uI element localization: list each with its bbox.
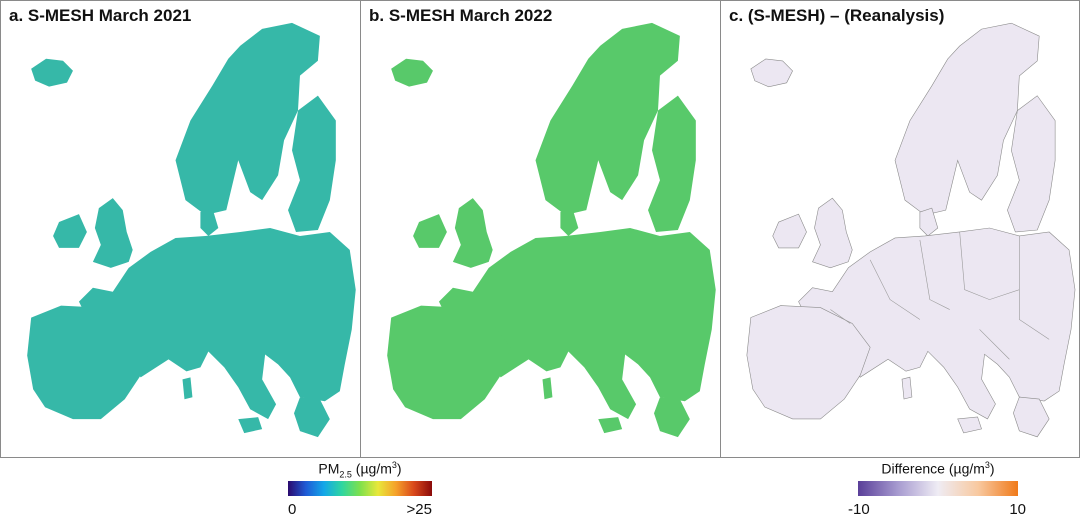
difference-max-label: 10 [1009,501,1026,518]
legend-label-subscript: 2.5 [339,469,352,480]
difference-colorbar-legend: Difference (µg/m3) -10 10 [848,458,1026,522]
legend-label-superscript: 3 [984,460,990,470]
pm25-legend-title: PM2.5 (µg/m3) [288,460,432,479]
pm25-map-2022 [387,22,716,438]
pm25-colorbar-legend: PM2.5 (µg/m3) 0 >25 [288,458,432,522]
panel-title: b. S-MESH March 2022 [369,6,553,25]
legend-label-main: Difference (µg/m [881,460,985,477]
difference-map [746,22,1076,438]
difference-legend-title: Difference (µg/m3) [858,460,1018,477]
legend-label-close: ) [989,460,995,477]
map-panel-2022: b. S-MESH March 2022 [360,0,721,458]
pm25-max-label: >25 [406,501,432,518]
map-panel-2021: a. S-MESH March 2021 [0,0,361,458]
legend-label-superscript: 3 [391,460,397,470]
legend-label-close: ) [396,460,402,477]
pm25-min-label: 0 [288,501,297,518]
difference-colorbar [858,481,1018,496]
map-panel-difference: c. (S-MESH) – (Reanalysis) [720,0,1080,458]
panel-title: c. (S-MESH) – (Reanalysis) [729,6,945,25]
legend-label-main: PM [318,460,340,477]
pm25-map-2021 [27,22,356,438]
pm25-colorbar [288,481,432,496]
legend-label-unit: (µg/m [351,460,392,477]
difference-min-label: -10 [848,501,870,518]
panel-title: a. S-MESH March 2021 [9,6,192,25]
